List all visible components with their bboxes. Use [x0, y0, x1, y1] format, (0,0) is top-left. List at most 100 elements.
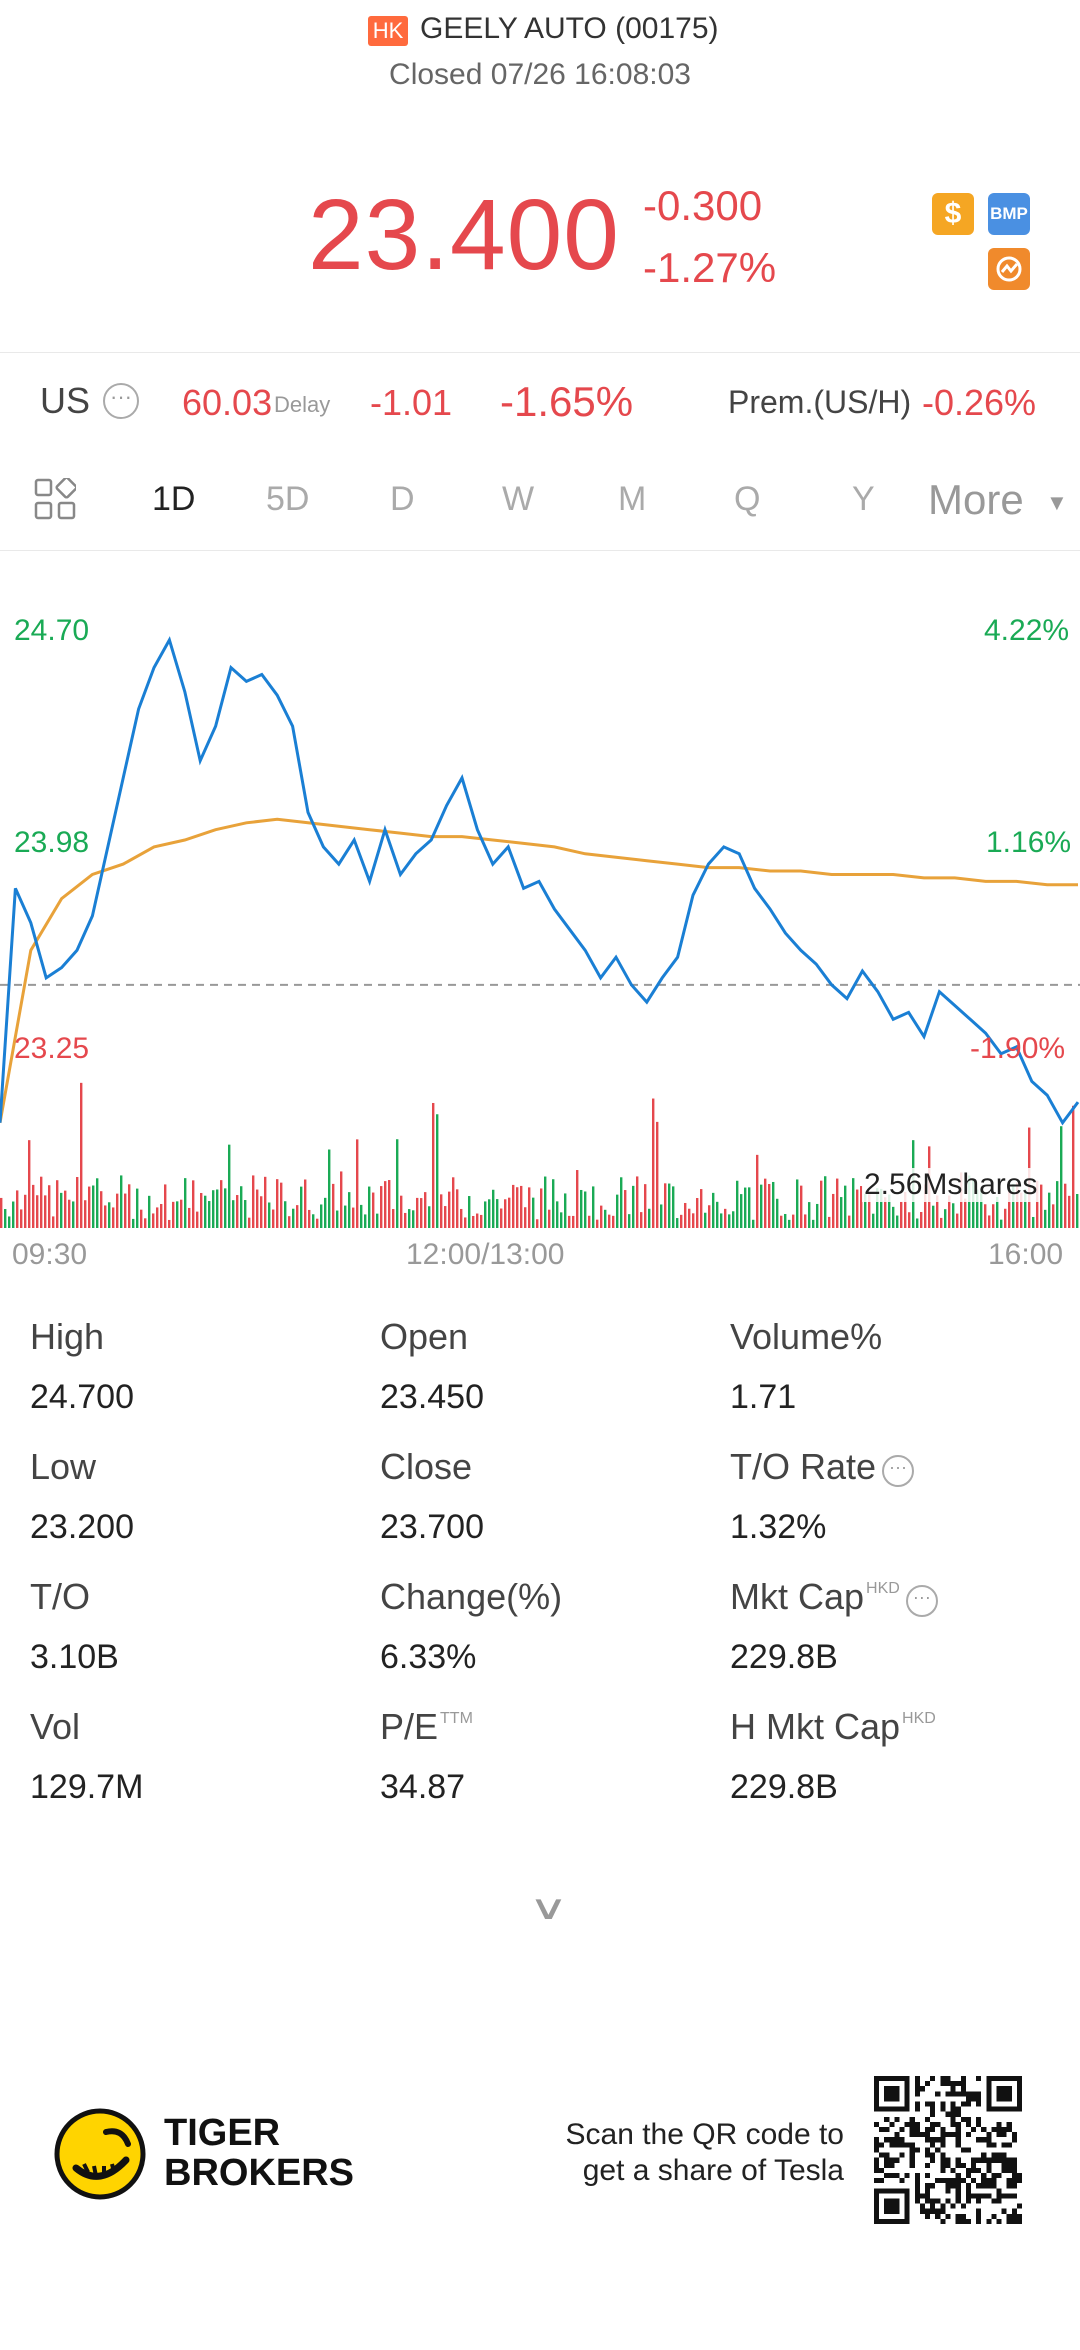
qr-module [889, 2137, 895, 2143]
qr-module [970, 2167, 977, 2173]
volume-bar [832, 1193, 835, 1228]
volume-bar [8, 1216, 11, 1228]
qr-module [976, 2157, 982, 2163]
qr-module [925, 2172, 931, 2179]
qr-module [986, 2183, 992, 2189]
qr-module [914, 2132, 920, 2138]
tab-y[interactable]: Y [852, 480, 875, 518]
volume-bar [668, 1183, 671, 1228]
qr-module [899, 2127, 905, 2133]
volume-bar [136, 1188, 139, 1228]
tab-5d[interactable]: 5D [266, 480, 310, 518]
qr-module [960, 2178, 966, 2184]
grid-icon[interactable] [34, 478, 76, 520]
volume-bar [1068, 1195, 1071, 1228]
volume-bar [612, 1215, 615, 1228]
volume-bar [932, 1205, 935, 1228]
qr-module [981, 2152, 987, 2158]
turnover-rate-info-icon[interactable]: ··· [882, 1455, 915, 1487]
qr-module [874, 2157, 880, 2163]
qr-module [965, 2091, 971, 2097]
expand-chevron-icon[interactable]: ∨ [528, 1889, 569, 1927]
qr-module [950, 2167, 956, 2173]
qr-module [965, 2198, 971, 2204]
volume-bar [296, 1205, 299, 1228]
volume-bar [1000, 1219, 1003, 1228]
mkt-cap-info-icon[interactable]: ··· [905, 1585, 938, 1617]
qr-module [970, 2178, 977, 2184]
volume-bar [676, 1218, 679, 1228]
volume-bar [524, 1207, 527, 1228]
volume-bar [1052, 1204, 1055, 1228]
volume-bar [248, 1217, 251, 1228]
volume-bar [96, 1178, 99, 1228]
qr-module [945, 2162, 951, 2168]
volume-bar [380, 1186, 383, 1228]
volume-bar [480, 1214, 483, 1228]
qr-module [884, 2157, 890, 2163]
volume-bar [144, 1218, 147, 1228]
pe-ttm: TTM [440, 1710, 473, 1727]
tab-q[interactable]: Q [734, 480, 761, 518]
qr-module [874, 2137, 880, 2143]
qr-module [909, 2127, 915, 2133]
stat-value-pe: 34.87 [380, 1768, 466, 1806]
qr-module [955, 2137, 961, 2143]
bmp-icon[interactable]: BMP [988, 193, 1030, 235]
volume-bar [300, 1186, 303, 1228]
stat-value-high: 24.700 [30, 1378, 134, 1416]
volume-bar [188, 1207, 191, 1228]
intraday-chart[interactable] [0, 560, 1080, 1240]
qr-module [976, 2167, 982, 2173]
qr-module [1016, 2172, 1022, 2179]
volume-bar [816, 1203, 819, 1228]
qr-module [925, 2193, 931, 2199]
qr-module [996, 2157, 1002, 2163]
qr-module [996, 2198, 1002, 2204]
volume-bar [460, 1208, 463, 1228]
qr-module [914, 2178, 920, 2184]
orange-chart-icon[interactable] [988, 248, 1030, 290]
y-axis-high-label: 24.70 [14, 614, 90, 647]
tab-d[interactable]: D [390, 480, 415, 518]
qr-module [930, 2152, 936, 2158]
volume-bar [652, 1098, 655, 1228]
tab-1d[interactable]: 1D [152, 480, 196, 518]
volume-bar [1076, 1194, 1079, 1228]
volume-bar [360, 1204, 363, 1228]
volume-bar [1020, 1192, 1023, 1228]
qr-module [960, 2116, 966, 2122]
qr-code[interactable] [874, 2076, 1022, 2224]
volume-bar [80, 1082, 83, 1228]
tab-w[interactable]: W [502, 480, 535, 518]
volume-bar [508, 1197, 511, 1228]
volume-bar [372, 1192, 375, 1228]
pct-axis-high-label: 4.22% [984, 614, 1070, 647]
volume-bar [308, 1209, 311, 1228]
qr-module [970, 2193, 977, 2199]
volume-bar [556, 1201, 559, 1228]
volume-bar [1040, 1184, 1043, 1228]
caret-down-icon[interactable]: ▼ [1046, 490, 1068, 515]
volume-bar [824, 1176, 827, 1228]
qr-module [1001, 2167, 1007, 2173]
qr-module [894, 2157, 900, 2163]
volume-bar [496, 1199, 499, 1228]
tab-more[interactable]: More [928, 476, 1024, 523]
qr-module [955, 2178, 961, 2184]
volume-bar [920, 1212, 923, 1228]
qr-module [914, 2172, 920, 2179]
qr-module [981, 2127, 987, 2133]
us-label: US [40, 380, 91, 421]
us-more-icon[interactable]: ··· [103, 383, 139, 419]
volume-bar [780, 1215, 783, 1228]
volume-bar [756, 1154, 759, 1228]
volume-bar [936, 1195, 939, 1228]
tab-m[interactable]: M [618, 480, 647, 518]
qr-module [914, 2193, 920, 2199]
dollar-icon[interactable]: $ [932, 193, 974, 235]
qr-module [879, 2152, 885, 2158]
volume-bar [716, 1201, 719, 1228]
qr-module [904, 2121, 910, 2128]
qr-module [991, 2213, 997, 2219]
